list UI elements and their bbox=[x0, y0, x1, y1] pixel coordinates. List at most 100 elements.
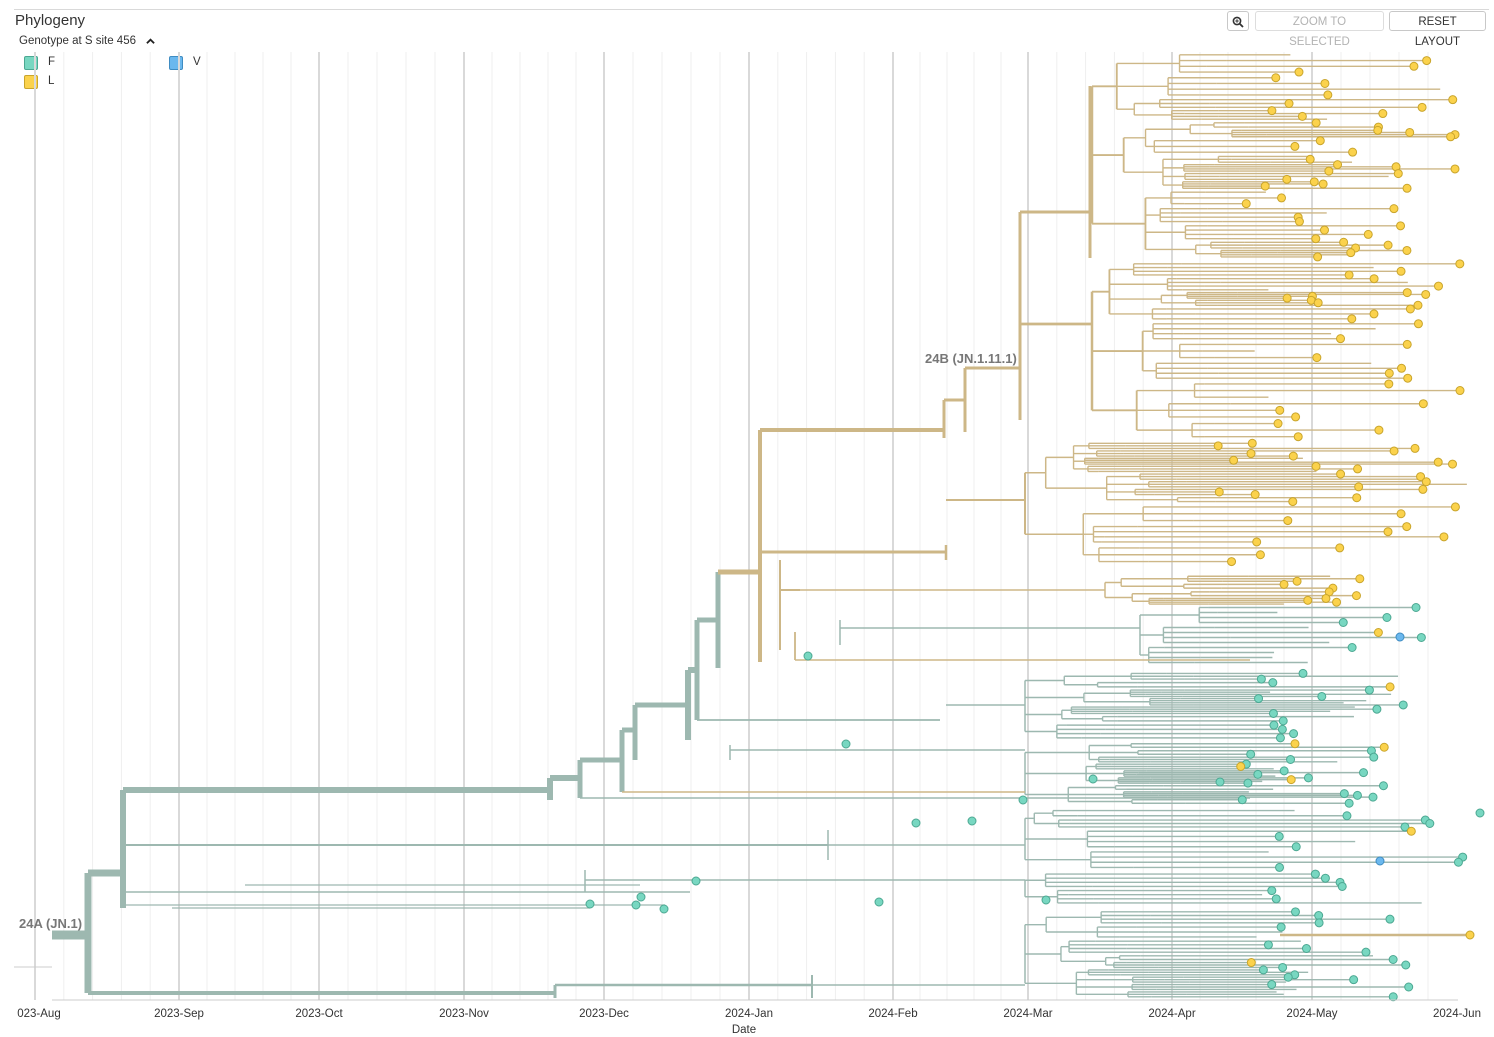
tip-node[interactable] bbox=[1268, 708, 1278, 718]
tip-node[interactable] bbox=[1263, 940, 1273, 950]
tip-node[interactable] bbox=[1337, 881, 1347, 891]
tip-node[interactable] bbox=[1389, 446, 1399, 456]
tip-node[interactable] bbox=[1258, 965, 1268, 975]
tip-node[interactable] bbox=[1402, 522, 1412, 532]
tip-node[interactable] bbox=[1346, 248, 1356, 258]
tip-node[interactable] bbox=[1319, 225, 1329, 235]
tip-node[interactable] bbox=[1450, 164, 1460, 174]
tip-node[interactable] bbox=[1320, 78, 1330, 88]
tip-node[interactable] bbox=[1237, 795, 1247, 805]
tip-node[interactable] bbox=[1236, 762, 1246, 771]
tip-node[interactable] bbox=[1253, 769, 1263, 779]
tip-node[interactable] bbox=[1290, 141, 1300, 151]
tip-node[interactable] bbox=[841, 739, 851, 749]
tip-node[interactable] bbox=[1388, 992, 1398, 1002]
tip-node[interactable] bbox=[1347, 314, 1357, 324]
tip-node[interactable] bbox=[1333, 160, 1343, 170]
tip-node[interactable] bbox=[1373, 628, 1383, 637]
tip-node[interactable] bbox=[1298, 668, 1308, 678]
tip-node[interactable] bbox=[1379, 742, 1389, 752]
tip-node[interactable] bbox=[1293, 432, 1303, 442]
tip-node[interactable] bbox=[1411, 603, 1421, 612]
tip-node[interactable] bbox=[1292, 576, 1302, 586]
tip-node[interactable] bbox=[1355, 574, 1365, 584]
tip-node[interactable] bbox=[1368, 792, 1378, 802]
tip-node[interactable] bbox=[1342, 811, 1352, 821]
tip-node[interactable] bbox=[1439, 532, 1449, 542]
tip-node[interactable] bbox=[1282, 293, 1292, 303]
tip-node[interactable] bbox=[1375, 856, 1385, 866]
tip-node[interactable] bbox=[1433, 457, 1443, 467]
tip-node[interactable] bbox=[1351, 591, 1361, 601]
tip-node[interactable] bbox=[1313, 252, 1323, 262]
tip-node[interactable] bbox=[1279, 766, 1289, 776]
tip-node[interactable] bbox=[1318, 179, 1328, 189]
tip-node[interactable] bbox=[1384, 368, 1394, 378]
tip-node[interactable] bbox=[1369, 274, 1379, 284]
tip-node[interactable] bbox=[1213, 441, 1223, 451]
tip-node[interactable] bbox=[1283, 972, 1293, 982]
tip-node[interactable] bbox=[1339, 789, 1349, 799]
tip-node[interactable] bbox=[1406, 826, 1416, 836]
chevron-up-icon[interactable] bbox=[146, 37, 155, 46]
tip-node[interactable] bbox=[631, 900, 641, 910]
tip-node[interactable] bbox=[1349, 975, 1359, 985]
tip-node[interactable] bbox=[1396, 509, 1406, 519]
tip-node[interactable] bbox=[1279, 579, 1289, 589]
tip-node[interactable] bbox=[1227, 557, 1237, 567]
tip-node[interactable] bbox=[1339, 237, 1349, 247]
tip-node[interactable] bbox=[1275, 405, 1285, 415]
tip-node[interactable] bbox=[1404, 982, 1414, 992]
tip-node[interactable] bbox=[1284, 99, 1294, 108]
tip-node[interactable] bbox=[1310, 869, 1320, 879]
tip-node[interactable] bbox=[1283, 516, 1293, 526]
tip-node[interactable] bbox=[1291, 412, 1301, 422]
tip-node[interactable] bbox=[1311, 118, 1321, 128]
tip-node[interactable] bbox=[1448, 95, 1458, 105]
tip-node[interactable] bbox=[691, 876, 701, 886]
tree-tips[interactable] bbox=[585, 56, 1485, 1002]
tip-node[interactable] bbox=[1252, 537, 1262, 547]
tip-node[interactable] bbox=[1402, 339, 1412, 349]
tip-node[interactable] bbox=[1246, 749, 1256, 759]
tip-node[interactable] bbox=[1455, 259, 1465, 269]
tip-node[interactable] bbox=[1255, 550, 1265, 560]
tip-node[interactable] bbox=[1324, 166, 1334, 176]
tip-node[interactable] bbox=[1361, 947, 1371, 957]
tip-node[interactable] bbox=[1373, 125, 1383, 135]
tip-node[interactable] bbox=[1303, 595, 1313, 605]
tip-node[interactable] bbox=[1267, 106, 1277, 116]
zoom-to-selected-button[interactable]: ZOOM TO SELECTED bbox=[1255, 11, 1384, 48]
tip-node[interactable] bbox=[1348, 147, 1358, 157]
tip-node[interactable] bbox=[1364, 685, 1374, 695]
tip-node[interactable] bbox=[1297, 111, 1307, 121]
tip-node[interactable] bbox=[1275, 862, 1285, 872]
tip-node[interactable] bbox=[1388, 955, 1398, 964]
tip-node[interactable] bbox=[1344, 270, 1354, 280]
tip-node[interactable] bbox=[1301, 944, 1311, 953]
tip-node[interactable] bbox=[1250, 490, 1260, 500]
tip-node[interactable] bbox=[1396, 221, 1406, 231]
tip-node[interactable] bbox=[1289, 729, 1299, 739]
tip-node[interactable] bbox=[659, 904, 669, 914]
tip-node[interactable] bbox=[1417, 102, 1427, 112]
tip-node[interactable] bbox=[1320, 873, 1330, 883]
tip-node[interactable] bbox=[1378, 109, 1388, 119]
tip-node[interactable] bbox=[1353, 464, 1363, 474]
tip-node[interactable] bbox=[1359, 768, 1369, 778]
tip-node[interactable] bbox=[1277, 724, 1287, 734]
tip-node[interactable] bbox=[1354, 482, 1364, 492]
tip-node[interactable] bbox=[1314, 911, 1324, 920]
tip-node[interactable] bbox=[1271, 894, 1281, 904]
tip-node[interactable] bbox=[1275, 733, 1285, 743]
tip-node[interactable] bbox=[585, 899, 595, 909]
tip-node[interactable] bbox=[1455, 386, 1465, 396]
tip-node[interactable] bbox=[1402, 245, 1412, 255]
tip-node[interactable] bbox=[1453, 857, 1463, 867]
tip-node[interactable] bbox=[1352, 493, 1362, 503]
tip-node[interactable] bbox=[1286, 755, 1296, 764]
tip-node[interactable] bbox=[1246, 449, 1256, 459]
legend-title[interactable]: Genotype at S site 456 bbox=[19, 35, 136, 47]
tip-node[interactable] bbox=[1303, 773, 1313, 783]
tip-node[interactable] bbox=[1290, 739, 1300, 749]
